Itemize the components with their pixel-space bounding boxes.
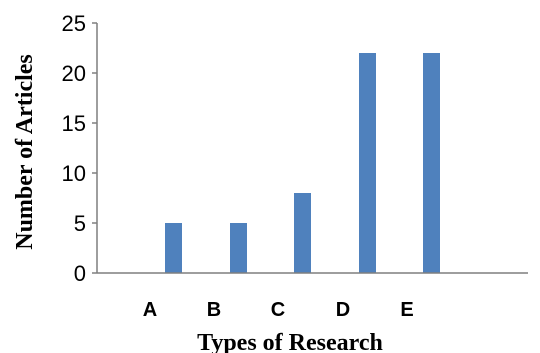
bar-a xyxy=(165,223,182,273)
bar-d xyxy=(359,53,376,273)
x-category-label: D xyxy=(336,299,350,321)
bars xyxy=(165,53,440,273)
bar-c xyxy=(294,193,311,273)
bar-b xyxy=(230,223,247,273)
y-tick-label: 15 xyxy=(62,111,86,136)
bar-e xyxy=(423,53,440,273)
y-tick-label: 5 xyxy=(74,211,86,236)
x-axis-categories: A B C D E xyxy=(143,299,414,321)
y-tick-label: 25 xyxy=(62,11,86,36)
x-category-label: C xyxy=(271,299,285,321)
y-tick-label: 20 xyxy=(62,61,86,86)
x-category-label: B xyxy=(207,299,221,321)
y-axis-ticks: 0 5 10 15 20 25 xyxy=(62,11,97,286)
y-tick-label: 0 xyxy=(74,261,86,286)
x-category-label: E xyxy=(400,299,413,321)
y-tick-label: 10 xyxy=(62,161,86,186)
x-axis-title: Types of Research xyxy=(197,330,383,353)
x-category-label: A xyxy=(143,299,157,321)
y-axis-title: Number of Articles xyxy=(12,54,38,250)
